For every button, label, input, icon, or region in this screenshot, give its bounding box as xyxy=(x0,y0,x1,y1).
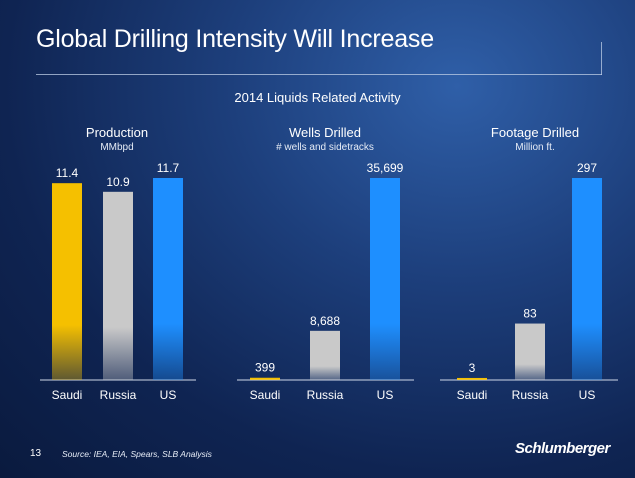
value-label-production-us: 11.7 xyxy=(157,161,180,175)
schlumberger-logo: Schlumberger xyxy=(515,440,610,457)
bar-production-us xyxy=(153,178,183,380)
category-label-footage-russia: Russia xyxy=(512,388,549,402)
category-label-footage-us: US xyxy=(579,388,596,402)
value-label-footage-russia: 83 xyxy=(523,307,537,321)
bar-wells-us xyxy=(370,178,400,380)
panel-subtitle-production: MMbpd xyxy=(100,142,134,153)
bar-production-saudi xyxy=(52,183,82,380)
bar-wells-russia xyxy=(310,330,340,380)
category-label-footage-saudi: Saudi xyxy=(457,388,488,402)
bar-footage-us xyxy=(572,178,602,380)
title-divider-vertical xyxy=(601,42,602,75)
category-label-wells-us: US xyxy=(377,388,394,402)
title-divider-horizontal xyxy=(36,74,602,75)
bar-wells-saudi xyxy=(250,377,280,380)
value-label-production-russia: 10.9 xyxy=(106,175,130,189)
panel-title-production: Production xyxy=(85,125,149,140)
category-label-production-us: US xyxy=(160,388,177,402)
bar-production-russia xyxy=(103,191,133,380)
category-label-wells-russia: Russia xyxy=(307,388,344,402)
category-label-wells-saudi: Saudi xyxy=(250,388,281,402)
chart-subtitle: 2014 Liquids Related Activity xyxy=(234,90,401,105)
value-label-wells-russia: 8,688 xyxy=(310,314,340,328)
source-note: Source: IEA, EIA, Spears, SLB Analysis xyxy=(62,449,212,459)
panel-subtitle-wells: # wells and sidetracks xyxy=(276,142,374,153)
bar-footage-russia xyxy=(515,323,545,380)
page-number: 13 xyxy=(30,448,42,459)
panel-title-footage: Footage Drilled xyxy=(490,125,580,140)
bar-footage-saudi xyxy=(457,377,487,380)
category-label-production-saudi: Saudi xyxy=(52,388,83,402)
slide-title: Global Drilling Intensity Will Increase xyxy=(36,25,434,53)
panel-subtitle-footage: Million ft. xyxy=(515,142,555,153)
value-label-wells-saudi: 399 xyxy=(255,361,275,375)
value-label-footage-saudi: 3 xyxy=(469,361,476,375)
panel-title-wells: Wells Drilled xyxy=(289,125,361,140)
category-label-production-russia: Russia xyxy=(100,388,137,402)
value-label-footage-us: 297 xyxy=(577,161,597,175)
value-label-wells-us: 35,699 xyxy=(367,161,404,175)
value-label-production-saudi: 11.4 xyxy=(56,166,79,180)
